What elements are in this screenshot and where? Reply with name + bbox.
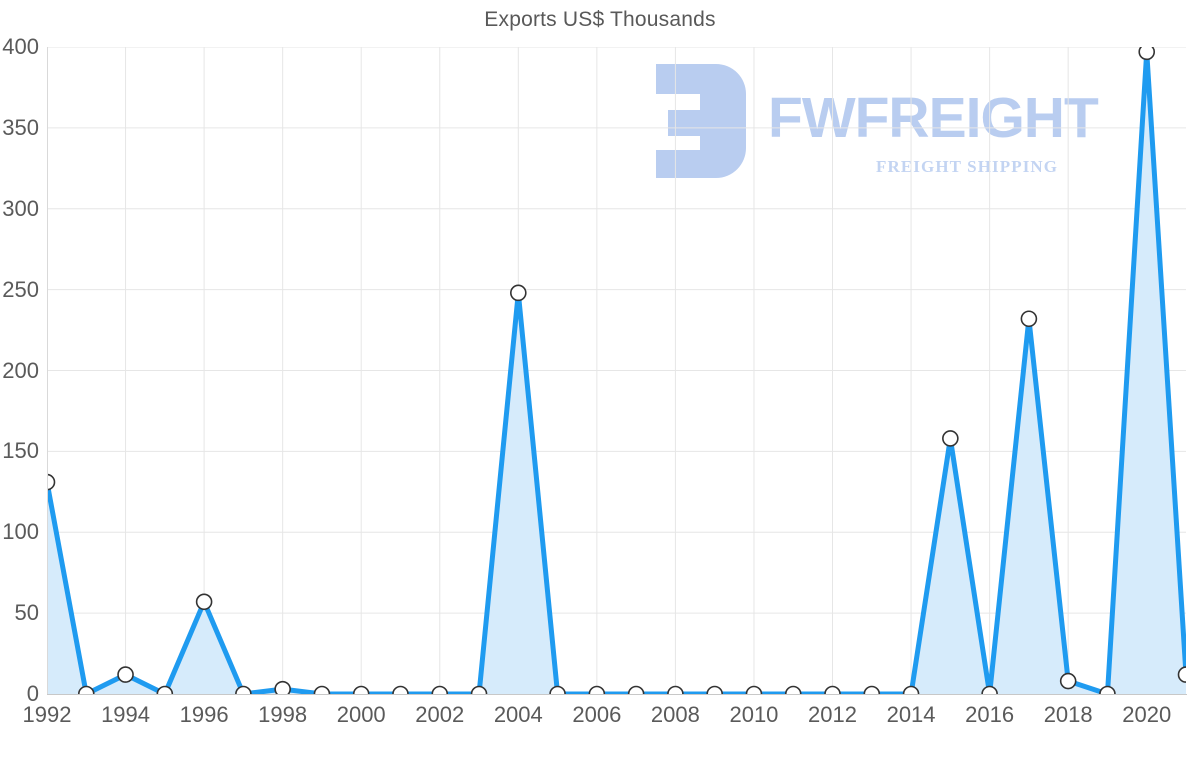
- y-axis-tick-label: 100: [2, 519, 39, 545]
- x-axis-tick-label: 1998: [258, 702, 308, 727]
- x-axis-tick-label: 1992: [22, 702, 72, 727]
- x-axis-tick-label: 2012: [808, 702, 857, 727]
- data-point-marker[interactable]: [824, 685, 841, 703]
- y-axis-tick-label: 50: [14, 600, 39, 626]
- chart-title: Exports US$ Thousands: [484, 8, 716, 31]
- y-axis-tick-label: 400: [2, 34, 39, 59]
- y-axis-tick-label: 300: [2, 195, 39, 221]
- y-axis-line: [47, 47, 48, 695]
- y-axis-tick-label: 350: [2, 114, 39, 140]
- x-axis-tick-label: 2002: [415, 702, 465, 727]
- x-axis-tick-label: 2006: [572, 702, 622, 727]
- data-point-marker[interactable]: [981, 685, 998, 703]
- data-point-marker[interactable]: [352, 685, 370, 703]
- x-axis-tick-label: 1994: [101, 702, 151, 727]
- data-point-marker[interactable]: [745, 685, 763, 703]
- x-axis-tick-label: 1996: [179, 702, 229, 727]
- data-point-marker[interactable]: [549, 685, 566, 703]
- data-point-marker[interactable]: [77, 685, 95, 703]
- data-point-marker[interactable]: [431, 685, 449, 703]
- plot-area: [38, 43, 1195, 703]
- data-point-marker[interactable]: [274, 680, 291, 698]
- data-point-marker[interactable]: [156, 685, 174, 703]
- data-point-marker[interactable]: [1138, 43, 1156, 61]
- data-point-marker[interactable]: [784, 685, 802, 703]
- data-point-marker[interactable]: [392, 685, 409, 703]
- x-axis-tick-label: 2016: [965, 702, 1015, 727]
- y-axis-tick-label: 250: [2, 276, 39, 302]
- plot-svg: [38, 43, 1195, 703]
- x-axis-tick-label: 2010: [729, 702, 779, 727]
- data-point-marker[interactable]: [235, 685, 252, 703]
- data-point-marker[interactable]: [510, 284, 527, 302]
- data-point-marker[interactable]: [706, 685, 723, 703]
- data-point-marker[interactable]: [627, 685, 645, 703]
- x-axis-tick-label: 2004: [493, 702, 543, 727]
- data-point-marker[interactable]: [667, 685, 684, 703]
- data-point-marker[interactable]: [1020, 310, 1038, 328]
- data-point-marker[interactable]: [38, 473, 56, 491]
- data-point-marker[interactable]: [470, 685, 488, 703]
- x-axis-tick-label: 2000: [336, 702, 386, 727]
- x-axis-tick-label: 2014: [886, 702, 936, 727]
- data-point-marker[interactable]: [1099, 685, 1116, 703]
- data-point-marker[interactable]: [117, 666, 134, 683]
- x-axis-tick-label: 2020: [1122, 702, 1172, 727]
- y-axis-tick-label: 150: [2, 438, 39, 464]
- x-axis-tick-label: 2018: [1043, 702, 1093, 727]
- x-axis-line: [47, 694, 1187, 695]
- series-area-fill: [47, 51, 1186, 695]
- data-point-marker[interactable]: [902, 685, 920, 703]
- data-point-marker[interactable]: [942, 430, 959, 447]
- data-point-marker[interactable]: [863, 685, 881, 703]
- y-axis-tick-label: 200: [2, 357, 39, 383]
- data-point-marker[interactable]: [313, 685, 331, 703]
- x-axis-tick-label: 2008: [650, 702, 700, 727]
- data-point-marker[interactable]: [1059, 672, 1077, 690]
- data-point-marker[interactable]: [588, 685, 606, 703]
- y-axis-tick-label: 0: [26, 681, 39, 706]
- data-point-marker[interactable]: [1177, 666, 1195, 683]
- data-point-marker[interactable]: [195, 593, 213, 611]
